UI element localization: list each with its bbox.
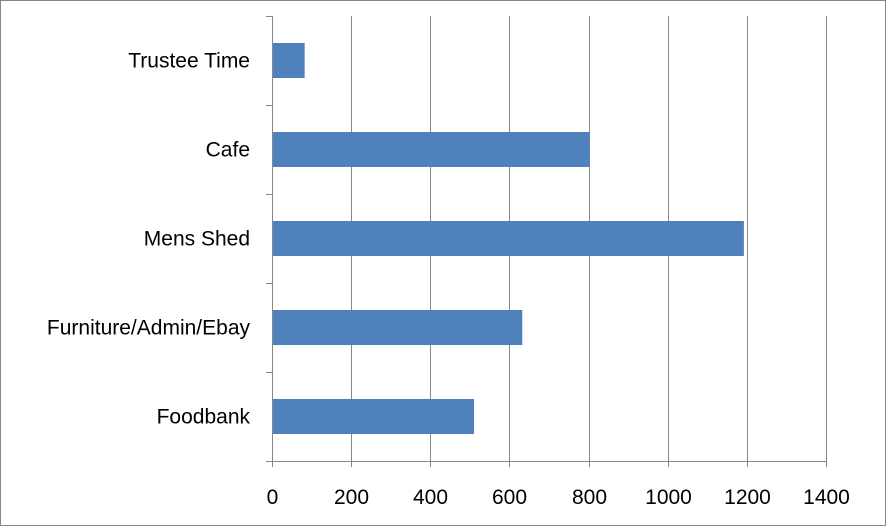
- bar-cafe: [273, 132, 590, 167]
- bar-foodbank: [273, 399, 475, 434]
- x-tick-label-200: 200: [334, 486, 369, 509]
- x-tick-label-600: 600: [492, 486, 527, 509]
- y-tick-label-cafe: Cafe: [206, 139, 250, 162]
- tick-labels: 0 200 400 600 800 1000 1200 1400 Foodbank Furnitu…: [47, 50, 850, 510]
- y-tick-label-mens-shed: Mens Shed: [144, 228, 250, 251]
- x-tick-label-1200: 1200: [724, 486, 771, 509]
- y-tick-label-furniture-admin-ebay: Furniture/Admin/Ebay: [47, 317, 251, 340]
- bar-furniture-admin-ebay: [273, 310, 523, 345]
- x-tick-label-800: 800: [572, 486, 607, 509]
- bar-trustee-time: [273, 43, 305, 78]
- x-tick-label-1400: 1400: [803, 486, 850, 509]
- bars: [273, 43, 744, 434]
- x-tick-label-0: 0: [267, 486, 279, 509]
- y-tick-label-foodbank: Foodbank: [157, 406, 251, 429]
- x-tick-label-1000: 1000: [645, 486, 692, 509]
- x-tick-label-400: 400: [413, 486, 448, 509]
- y-tick-label-trustee-time: Trustee Time: [128, 50, 250, 73]
- bar-mens-shed: [273, 221, 744, 256]
- axes: [266, 16, 827, 467]
